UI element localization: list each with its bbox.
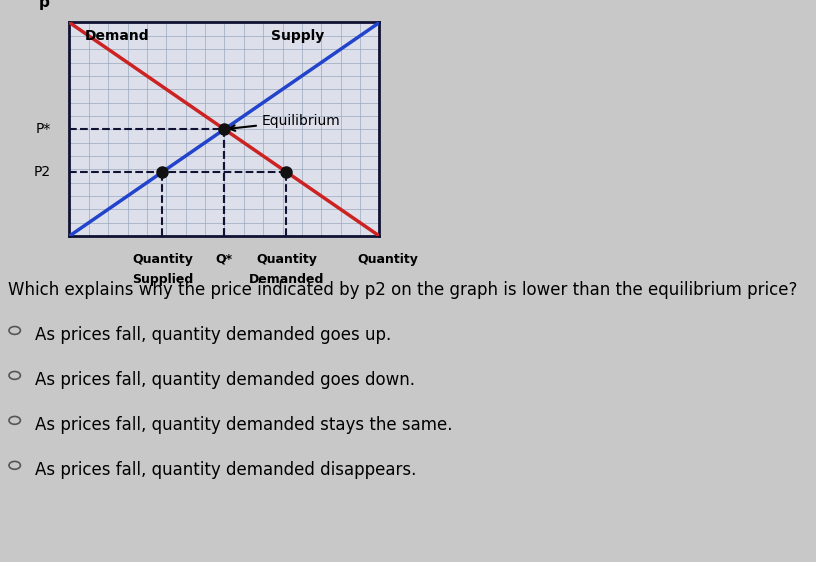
Text: As prices fall, quantity demanded disappears.: As prices fall, quantity demanded disapp… — [35, 461, 416, 479]
Text: Quantity: Quantity — [132, 253, 193, 266]
Text: p: p — [39, 0, 50, 10]
Text: Q*: Q* — [216, 253, 233, 266]
Text: P2: P2 — [33, 165, 51, 179]
Text: As prices fall, quantity demanded stays the same.: As prices fall, quantity demanded stays … — [35, 416, 453, 434]
Text: Equilibrium: Equilibrium — [229, 114, 340, 131]
Text: Supplied: Supplied — [131, 273, 193, 285]
Text: As prices fall, quantity demanded goes down.: As prices fall, quantity demanded goes d… — [35, 371, 415, 389]
Text: Supply: Supply — [271, 29, 324, 43]
Text: Demanded: Demanded — [249, 273, 324, 285]
Text: As prices fall, quantity demanded goes up.: As prices fall, quantity demanded goes u… — [35, 326, 392, 344]
Text: Demand: Demand — [85, 29, 149, 43]
Text: Which explains why the price indicated by p2 on the graph is lower than the equi: Which explains why the price indicated b… — [8, 281, 797, 299]
Text: P*: P* — [35, 123, 51, 136]
Text: Quantity: Quantity — [256, 253, 317, 266]
Text: Quantity: Quantity — [357, 253, 418, 266]
